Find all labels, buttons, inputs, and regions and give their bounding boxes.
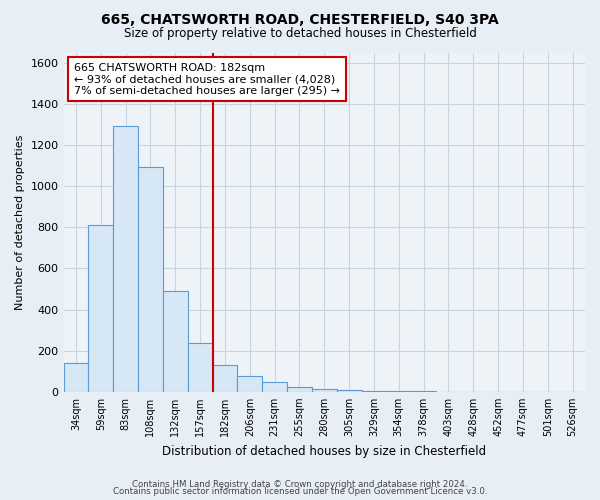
Y-axis label: Number of detached properties: Number of detached properties	[15, 134, 25, 310]
Bar	[386, 391, 411, 392]
Bar	[113, 126, 138, 392]
Bar	[312, 388, 337, 392]
Text: 665, CHATSWORTH ROAD, CHESTERFIELD, S40 3PA: 665, CHATSWORTH ROAD, CHESTERFIELD, S40 …	[101, 12, 499, 26]
Bar	[88, 225, 113, 392]
Text: Contains public sector information licensed under the Open Government Licence v3: Contains public sector information licen…	[113, 488, 487, 496]
Bar	[163, 291, 188, 392]
Bar	[188, 344, 212, 392]
Bar	[287, 386, 312, 392]
Bar	[212, 365, 238, 392]
Bar	[138, 166, 163, 392]
X-axis label: Distribution of detached houses by size in Chesterfield: Distribution of detached houses by size …	[162, 444, 487, 458]
Bar	[238, 376, 262, 392]
Bar	[362, 391, 386, 392]
Text: Contains HM Land Registry data © Crown copyright and database right 2024.: Contains HM Land Registry data © Crown c…	[132, 480, 468, 489]
Bar	[262, 382, 287, 392]
Text: 665 CHATSWORTH ROAD: 182sqm
← 93% of detached houses are smaller (4,028)
7% of s: 665 CHATSWORTH ROAD: 182sqm ← 93% of det…	[74, 62, 340, 96]
Bar	[337, 390, 362, 392]
Text: Size of property relative to detached houses in Chesterfield: Size of property relative to detached ho…	[124, 28, 476, 40]
Bar	[64, 363, 88, 392]
